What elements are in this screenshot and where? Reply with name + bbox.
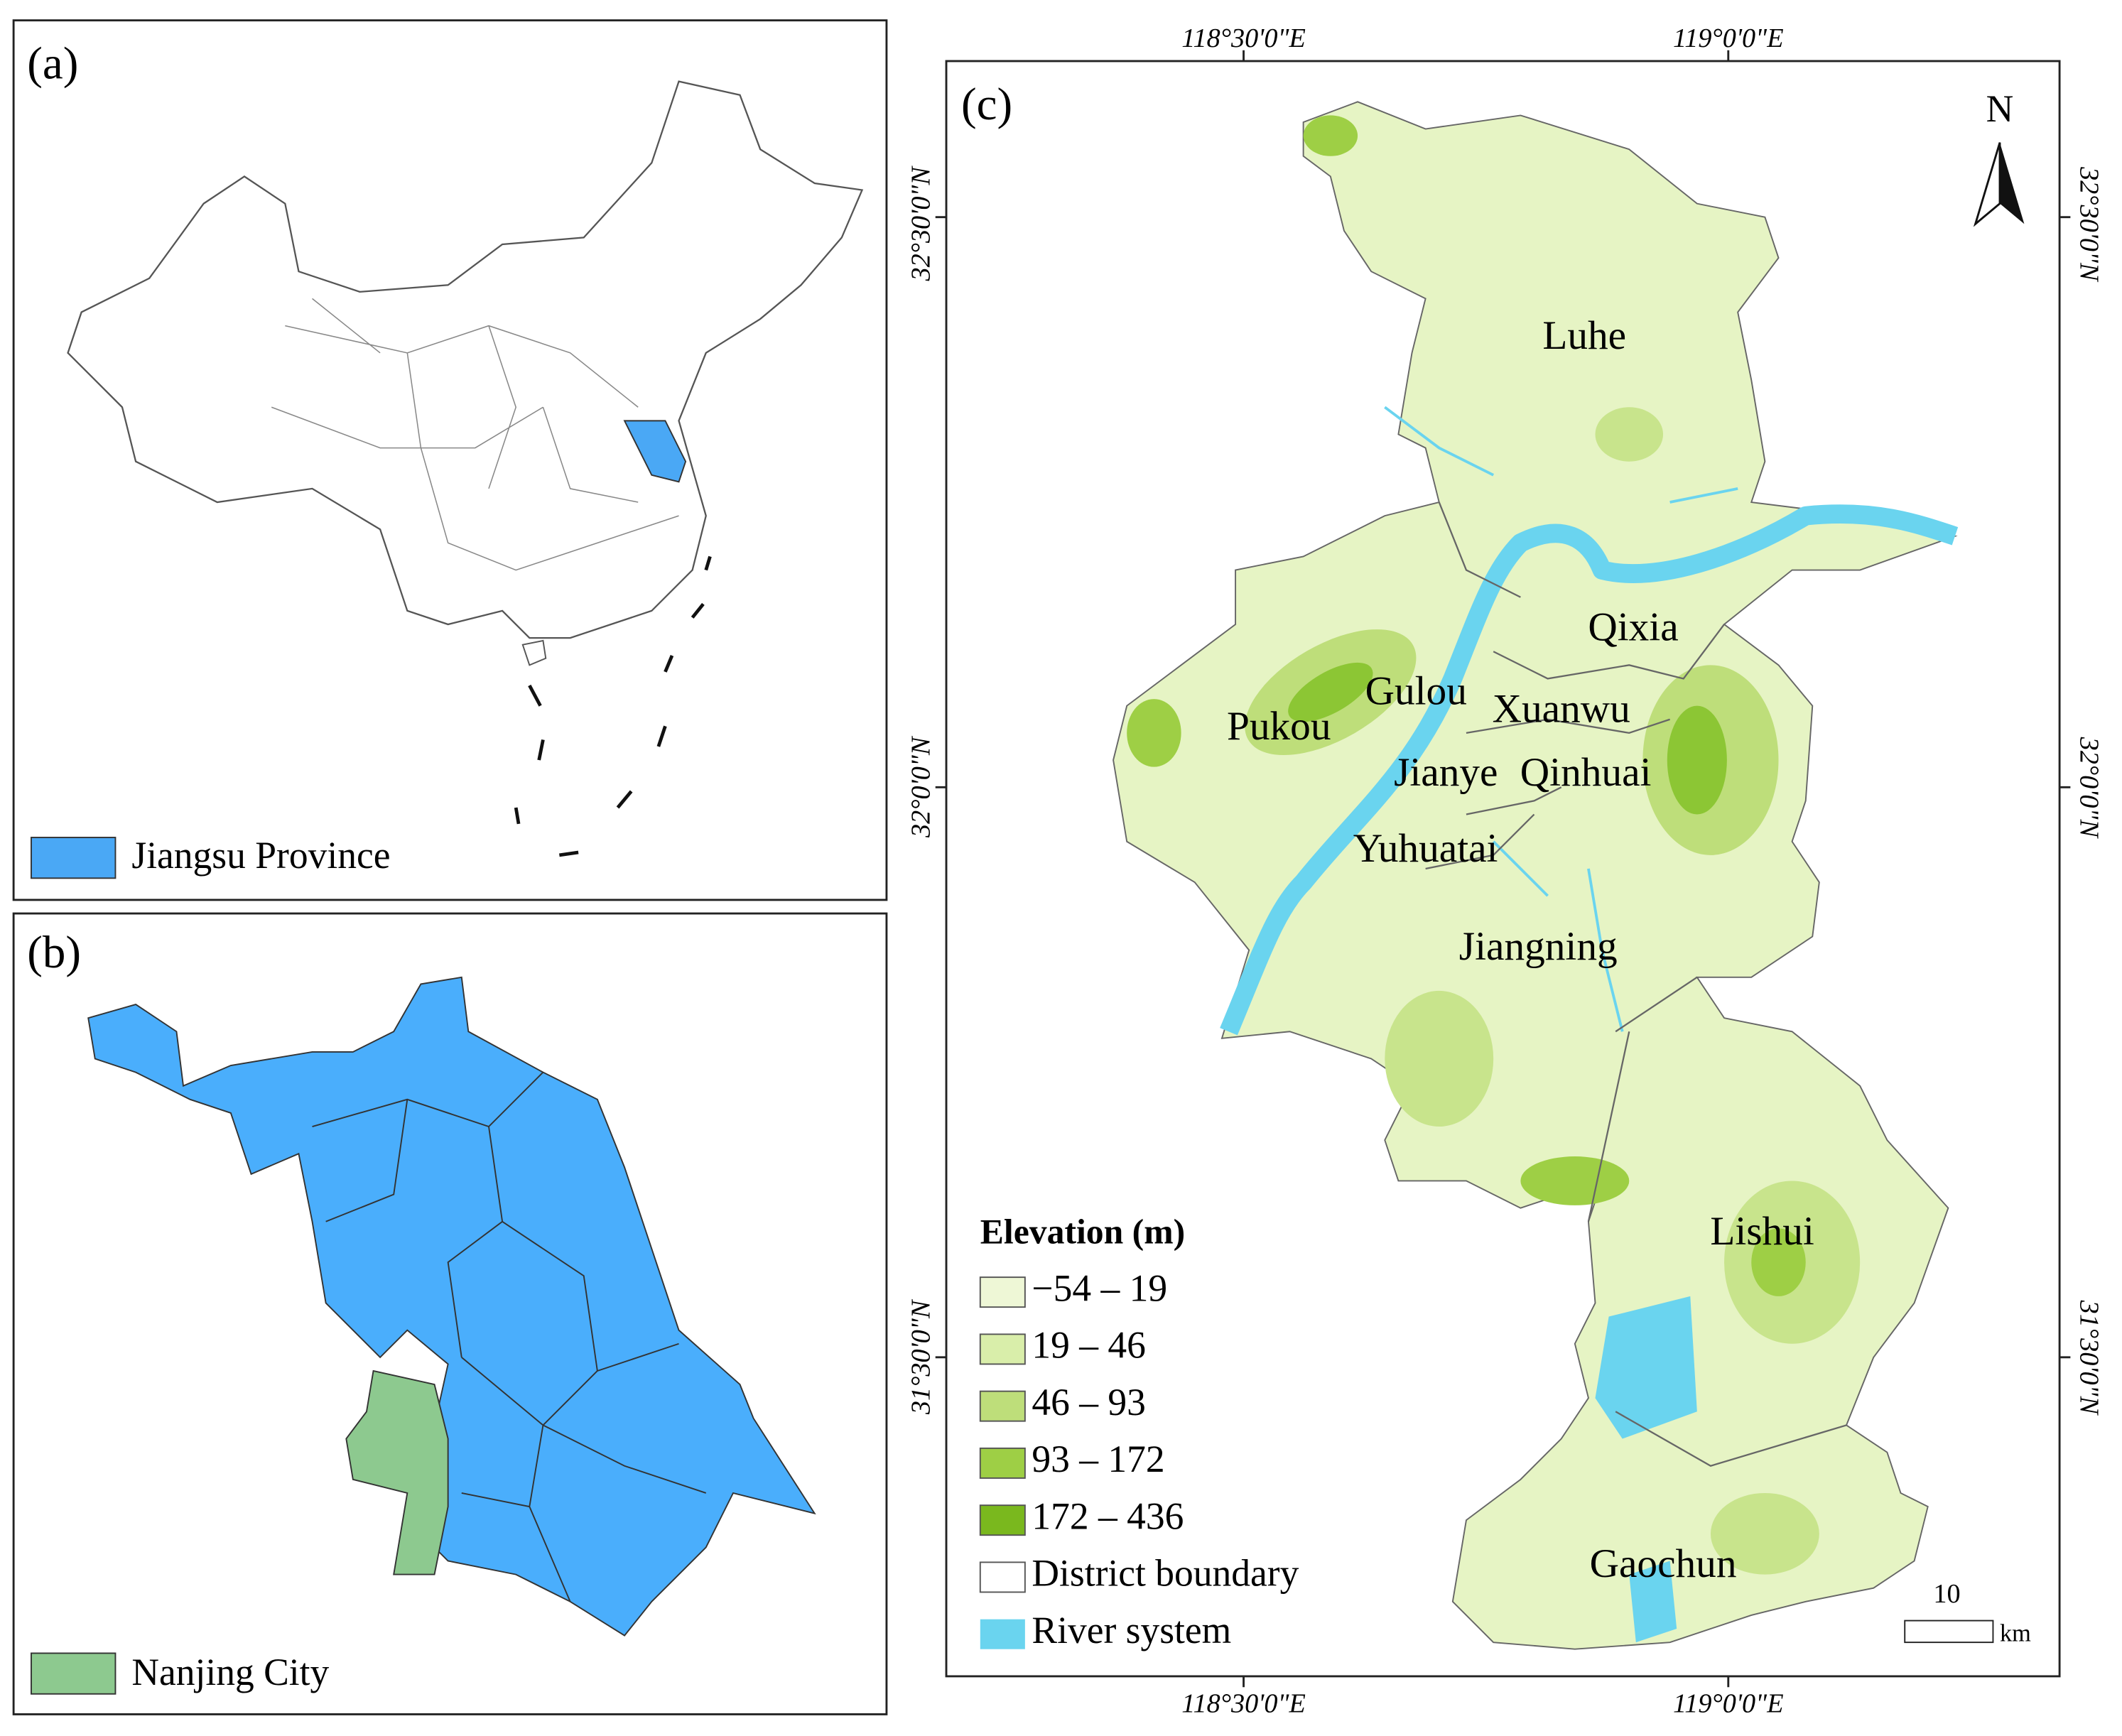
legend-item: District boundary: [1032, 1552, 1299, 1595]
legend-label: Jiangsu Province: [131, 834, 390, 877]
nine-dash-line: [514, 555, 712, 857]
legend-item: 172 – 436: [1032, 1494, 1184, 1537]
lat-tick-label: 32°30'0"N: [906, 166, 936, 282]
north-arrow: [1973, 142, 2025, 227]
lon-tick-label: 119°0'0"E: [1673, 23, 1784, 53]
shijiu-lake: [1629, 1561, 1677, 1643]
panel-a-frame: [12, 19, 888, 901]
river-network: [1384, 406, 1738, 1032]
legend-label: Nanjing City: [131, 1651, 329, 1693]
lat-tick-label: 32°30'0"N: [2074, 166, 2104, 283]
legend-item: 93 – 172: [1032, 1438, 1164, 1480]
panel-b-frame: [12, 912, 888, 1715]
legend-item: River system: [1032, 1609, 1231, 1651]
graticule-ticks: [935, 50, 2071, 1688]
legend-swatches: [979, 1276, 1026, 1649]
legend-item: −54 – 19: [1032, 1266, 1167, 1309]
scale-label: 10: [1933, 1579, 1960, 1609]
lat-tick-label: 31°30'0"N: [906, 1298, 936, 1415]
legend-item: 19 – 46: [1032, 1324, 1146, 1367]
lat-tick-label: 31°30'0"N: [2074, 1300, 2104, 1416]
city-boundaries: [312, 1071, 707, 1602]
district-label: Jiangning: [1459, 924, 1618, 969]
lon-tick-label: 118°30'0"E: [1181, 23, 1306, 53]
panel-c-frame: [945, 60, 2061, 1678]
scale-bar: [1904, 1620, 1994, 1644]
legend-swatch: [30, 837, 117, 879]
jiangsu-province: [87, 976, 816, 1637]
elevation-shading: [1127, 115, 1861, 1575]
district-label: Jianye: [1394, 750, 1498, 795]
yangtze-river: [1220, 504, 1959, 1036]
district-label: Lishui: [1710, 1209, 1814, 1254]
district-label: Qinhuai: [1520, 750, 1652, 795]
legend-swatch: [30, 1652, 117, 1695]
district-label: Luhe: [1542, 313, 1626, 358]
panel-label: (c): [961, 79, 1012, 130]
lon-tick-label: 119°0'0"E: [1673, 1689, 1784, 1719]
lat-tick-label: 32°0'0"N: [2074, 737, 2104, 840]
panel-label: (b): [27, 927, 81, 978]
jiangsu-highlight: [623, 420, 687, 483]
district-label: Xuanwu: [1493, 686, 1630, 731]
district-label: Qixia: [1588, 605, 1678, 650]
scale-unit: km: [2000, 1620, 2031, 1647]
province-lines: [271, 298, 679, 571]
district-label: Pukou: [1227, 704, 1331, 749]
lon-tick-label: 118°30'0"E: [1181, 1689, 1306, 1719]
district-boundaries: [1425, 501, 1847, 1467]
panel-label: (a): [27, 38, 78, 89]
gucheng-lake: [1595, 1296, 1697, 1439]
lat-tick-label: 32°0'0"N: [906, 735, 936, 838]
district-label: Gulou: [1365, 669, 1467, 714]
north-label: N: [1986, 87, 2014, 130]
nanjing-city: [345, 1369, 449, 1575]
hainan: [521, 639, 547, 666]
district-label: Gaochun: [1590, 1541, 1737, 1586]
china-outline: [67, 80, 864, 639]
legend-item: 46 – 93: [1032, 1381, 1146, 1423]
district-label: Yuhuatai: [1353, 826, 1498, 871]
nanjing-elevation-base: [1113, 101, 1958, 1650]
legend-title: Elevation (m): [980, 1212, 1185, 1251]
